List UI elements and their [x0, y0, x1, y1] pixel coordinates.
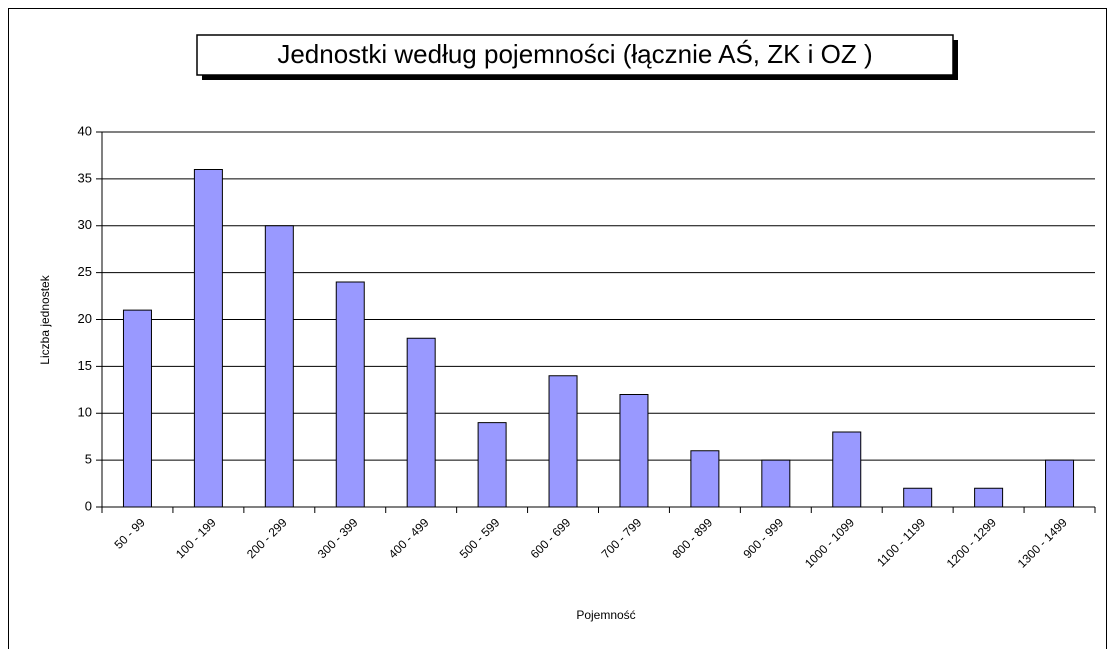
- x-tick-label: 1200 - 1299: [944, 515, 999, 570]
- y-tick-label: 15: [78, 358, 92, 373]
- y-tick-label: 40: [78, 123, 92, 138]
- x-tick-label: 700 - 799: [599, 515, 645, 561]
- bar: [903, 487, 933, 508]
- bar: [122, 309, 152, 508]
- bar: [193, 169, 223, 508]
- x-tick-label: 1100 - 1199: [874, 515, 928, 569]
- bar: [832, 431, 862, 508]
- x-tick-label: 50 - 99: [112, 515, 149, 552]
- y-tick-label: 10: [78, 405, 92, 420]
- y-tick-label: 35: [78, 170, 92, 185]
- bar: [1045, 459, 1075, 508]
- y-tick-label: 30: [78, 217, 92, 232]
- bar: [264, 225, 294, 508]
- y-tick-label: 0: [85, 498, 92, 513]
- chart-title: Jednostki według pojemności (łącznie AŚ,…: [277, 39, 872, 69]
- x-tick-label: 300 - 399: [315, 515, 361, 561]
- x-tick-label: 1000 - 1099: [802, 515, 857, 570]
- chart-border: [8, 8, 1107, 649]
- x-axis-label: Pojemność: [576, 608, 635, 622]
- x-tick-label: 100 - 199: [173, 515, 219, 561]
- bar: [335, 281, 365, 508]
- y-axis-label: Liczba jednostek: [38, 274, 52, 364]
- bar: [406, 337, 436, 508]
- bar: [477, 422, 507, 508]
- x-tick-label: 500 - 599: [457, 515, 503, 561]
- bar: [974, 487, 1004, 508]
- x-tick-label: 900 - 999: [740, 515, 786, 561]
- bar: [548, 375, 578, 508]
- y-tick-label: 25: [78, 264, 92, 279]
- x-tick-label: 600 - 699: [528, 515, 574, 561]
- bar: [690, 450, 720, 508]
- x-tick-label: 200 - 299: [244, 515, 290, 561]
- x-tick-label: 800 - 899: [669, 515, 715, 561]
- x-tick-label: 1300 - 1499: [1015, 515, 1070, 570]
- bar: [619, 394, 649, 508]
- y-tick-label: 5: [85, 452, 92, 467]
- bar: [761, 459, 791, 508]
- title-box: [196, 34, 954, 76]
- x-tick-label: 400 - 499: [386, 515, 432, 561]
- y-tick-label: 20: [78, 311, 92, 326]
